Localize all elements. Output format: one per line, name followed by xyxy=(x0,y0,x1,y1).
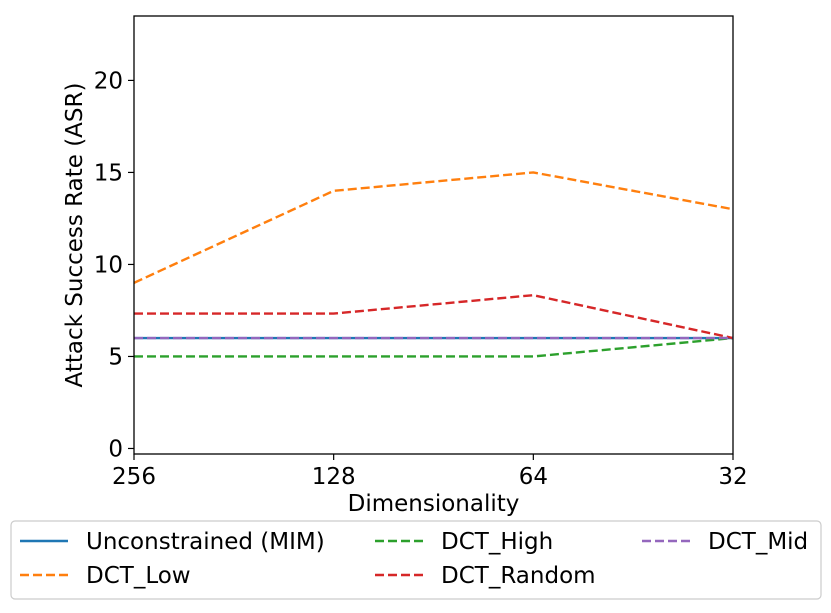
y-tick-label: 20 xyxy=(94,68,123,94)
series-line-dct-low xyxy=(134,171,733,284)
plot-series-layer xyxy=(134,171,733,358)
legend-label: DCT_High xyxy=(441,529,553,555)
y-tick-label: 0 xyxy=(108,436,123,462)
x-tick-label: 128 xyxy=(312,464,356,490)
legend-box xyxy=(10,520,822,600)
y-axis-ticks: 0 5 10 15 20 xyxy=(94,68,134,462)
legend-label: Unconstrained (MIM) xyxy=(86,529,325,555)
x-tick-label: 32 xyxy=(718,464,747,490)
y-axis-label: Attack Success Rate (ASR) xyxy=(62,83,88,388)
plot-frame xyxy=(133,15,734,455)
legend-label: DCT_Mid xyxy=(708,529,808,555)
legend: Unconstrained (MIM) DCT_Low DCT_High DCT_Ra… xyxy=(10,520,822,600)
legend-label: DCT_Random xyxy=(441,563,596,589)
series-line-dct-high xyxy=(134,336,733,358)
y-tick-label: 5 xyxy=(108,344,123,370)
x-axis-ticks: 256 128 64 32 xyxy=(112,454,748,490)
x-tick-label: 64 xyxy=(519,464,548,490)
series-line-dct-random xyxy=(134,293,733,340)
x-tick-label: 256 xyxy=(112,464,156,490)
y-tick-label: 10 xyxy=(94,252,123,278)
y-tick-label: 15 xyxy=(94,160,123,186)
x-axis-label: Dimensionality xyxy=(348,491,520,517)
legend-label: DCT_Low xyxy=(86,563,191,589)
